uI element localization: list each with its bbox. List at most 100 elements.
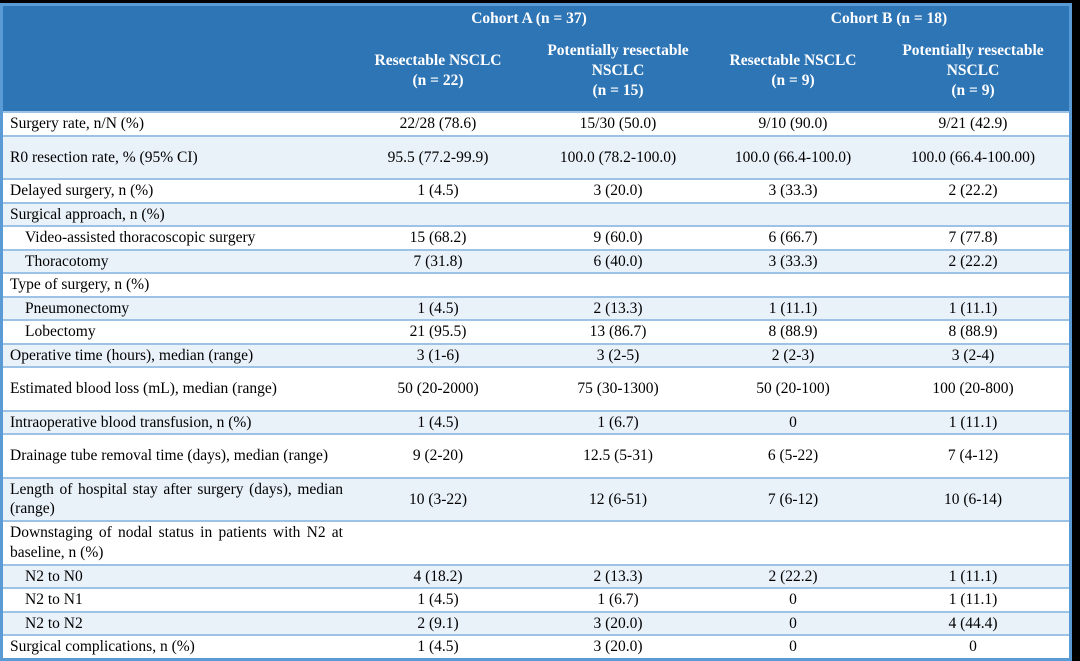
cell-value-cohort-a-resectable: 7 (31.8) [413,252,463,270]
table-row: Downstaging of nodal status in patients … [3,520,1069,564]
cell-value-cohort-b-potentially-resectable [877,542,1069,544]
column-n: (n = 15) [592,82,644,99]
cell-value-cohort-b-resectable: 100.0 (66.4-100.0) [734,148,852,166]
cell-value-cohort-a-potentially-resectable: 2 (13.3) [593,567,643,585]
cell-value-cohort-b-potentially-resectable: 8 (88.9) [948,323,998,340]
row-label: Delayed surgery, n (%) [10,182,154,199]
cell-value-cohort-b-resectable [709,542,877,544]
cell-value-cohort-a-potentially-resectable: 15/30 (50.0) [579,115,657,132]
cell-value-cohort-b-resectable: 3 (33.3) [768,252,818,270]
cell-value-cohort-b-potentially-resectable [877,213,1069,215]
cell-value-cohort-a-potentially-resectable: 6 (40.0) [593,252,643,270]
table-row: R0 resection rate, % (95% CI) 95.5 (77.2… [3,134,1069,178]
cell-value-cohort-a-potentially-resectable: 2 (13.3) [593,299,643,317]
row-label: Lobectomy [25,323,96,340]
cell-value-cohort-b-potentially-resectable: 1 (11.1) [948,591,998,608]
column-n: (n = 22) [412,72,464,89]
cell-value-cohort-a-resectable: 21 (95.5) [409,323,467,340]
row-label: Intraoperative blood transfusion, n (%) [10,413,252,431]
cell-value-cohort-a-potentially-resectable: 1 (6.7) [597,413,639,431]
cell-value-cohort-b-resectable: 50 (20-100) [756,380,830,397]
row-label: N2 to N1 [25,591,83,608]
column-header-resectable-a: Resectable NSCLC (n = 22) [349,51,527,91]
cell-value-cohort-a-potentially-resectable: 75 (30-1300) [577,380,659,397]
surgical-outcomes-table: Cohort A (n = 37) Cohort B (n = 18) Rese… [0,3,1072,661]
row-label: Length of hospital stay after surgery (d… [10,480,343,518]
table-row: Estimated blood loss (mL), median (range… [3,366,1069,410]
cell-value-cohort-b-potentially-resectable: 0 [969,638,977,655]
cell-value-cohort-b-resectable: 0 [789,638,797,655]
table-row: Surgical complications, n (%) 1 (4.5) 3 … [3,634,1069,658]
cell-value-cohort-b-resectable: 1 (11.1) [768,299,818,317]
table-row: Video-assisted thoracoscopic surgery 15 … [3,225,1069,249]
table-row: N2 to N0 4 (18.2) 2 (13.3) 2 (22.2) 1 (1… [3,563,1069,587]
cell-value-cohort-b-potentially-resectable: 1 (11.1) [948,567,998,585]
cell-value-cohort-b-resectable [709,213,877,215]
cell-value-cohort-b-potentially-resectable: 4 (44.4) [948,614,998,632]
cell-value-cohort-a-resectable: 9 (2-20) [412,447,464,464]
table-row: Pneumonectomy 1 (4.5) 2 (13.3) 1 (11.1) … [3,295,1069,319]
cell-value-cohort-a-resectable: 3 (1-6) [416,346,460,364]
table-row: Lobectomy 21 (95.5) 13 (86.7) 8 (88.9) 8… [3,319,1069,343]
table-row: Delayed surgery, n (%) 1 (4.5) 3 (20.0) … [3,178,1069,202]
table-row: Intraoperative blood transfusion, n (%) … [3,409,1069,433]
row-label: Estimated blood loss (mL), median (range… [10,380,277,397]
table-row: Thoracotomy 7 (31.8) 6 (40.0) 3 (33.3) 2… [3,248,1069,272]
row-label: Surgery rate, n/N (%) [10,115,145,132]
column-n: (n = 9) [951,82,995,99]
column-title: Resectable NSCLC [374,52,502,69]
cell-value-cohort-b-resectable: 9/10 (90.0) [758,115,828,132]
cell-value-cohort-b-potentially-resectable: 3 (2-4) [951,346,995,364]
row-label: N2 to N0 [25,567,83,585]
cell-value-cohort-a-resectable [349,284,527,286]
cell-value-cohort-b-potentially-resectable: 7 (4-12) [947,447,999,464]
cell-value-cohort-a-resectable: 10 (3-22) [408,490,468,508]
cell-value-cohort-b-resectable: 7 (6-12) [767,490,819,508]
row-label: Operative time (hours), median (range) [10,346,254,364]
cell-value-cohort-b-resectable: 2 (22.2) [768,567,818,585]
cell-value-cohort-a-resectable: 22/28 (78.6) [399,115,477,132]
table-body: Surgery rate, n/N (%) 22/28 (78.6) 15/30… [3,111,1069,658]
cell-value-cohort-a-resectable: 1 (4.5) [417,413,459,431]
cohort-b-header: Cohort B (n = 18) [830,9,948,27]
cell-value-cohort-b-resectable: 0 [789,413,797,431]
cell-value-cohort-b-resectable: 6 (5-22) [767,447,819,464]
cell-value-cohort-b-potentially-resectable: 1 (11.1) [948,299,998,317]
row-label: Video-assisted thoracoscopic surgery [25,229,256,246]
cell-value-cohort-a-resectable: 1 (4.5) [417,182,459,199]
cell-value-cohort-a-resectable: 95.5 (77.2-99.9) [387,148,489,166]
column-title: Resectable NSCLC [729,52,857,69]
table-row: N2 to N1 1 (4.5) 1 (6.7) 0 1 (11.1) [3,587,1069,611]
table-header: Cohort A (n = 37) Cohort B (n = 18) Rese… [3,6,1069,111]
table-row: Type of surgery, n (%) [3,272,1069,296]
row-label: N2 to N2 [25,614,83,632]
cell-value-cohort-b-resectable: 3 (33.3) [768,182,818,199]
cell-value-cohort-a-resectable: 1 (4.5) [417,591,459,608]
table-row: N2 to N2 2 (9.1) 3 (20.0) 0 4 (44.4) [3,610,1069,634]
cell-value-cohort-b-resectable: 8 (88.9) [768,323,818,340]
row-label: Type of surgery, n (%) [10,276,150,293]
column-header-potentially-resectable-b: Potentially resectable NSCLC (n = 9) [877,41,1069,101]
cell-value-cohort-a-potentially-resectable: 100.0 (78.2-100.0) [559,148,677,166]
cell-value-cohort-a-potentially-resectable: 3 (20.0) [593,182,643,199]
cell-value-cohort-a-resectable: 1 (4.5) [417,638,459,655]
cell-value-cohort-b-potentially-resectable: 100.0 (66.4-100.00) [911,148,1035,166]
cohort-a-header: Cohort A (n = 37) [471,9,587,27]
column-header-potentially-resectable-a: Potentially resectable NSCLC (n = 15) [527,41,709,101]
cell-value-cohort-a-potentially-resectable: 3 (20.0) [593,614,643,632]
column-title: Potentially resectable NSCLC [547,42,689,79]
cell-value-cohort-a-resectable: 4 (18.2) [413,567,463,585]
cell-value-cohort-a-potentially-resectable: 3 (20.0) [593,638,643,655]
cell-value-cohort-a-potentially-resectable [527,284,709,286]
column-header-resectable-b: Resectable NSCLC (n = 9) [709,51,877,91]
cell-value-cohort-b-potentially-resectable: 2 (22.2) [948,182,998,199]
column-title: Potentially resectable NSCLC [902,42,1044,79]
cell-value-cohort-b-potentially-resectable: 7 (77.8) [948,229,998,246]
cell-value-cohort-a-potentially-resectable: 12 (6-51) [588,490,648,508]
cell-value-cohort-b-resectable: 6 (66.7) [768,229,818,246]
row-label: Surgical approach, n (%) [10,205,165,223]
cell-value-cohort-b-potentially-resectable [877,284,1069,286]
cell-value-cohort-a-potentially-resectable [527,542,709,544]
table-row: Surgical approach, n (%) [3,201,1069,225]
